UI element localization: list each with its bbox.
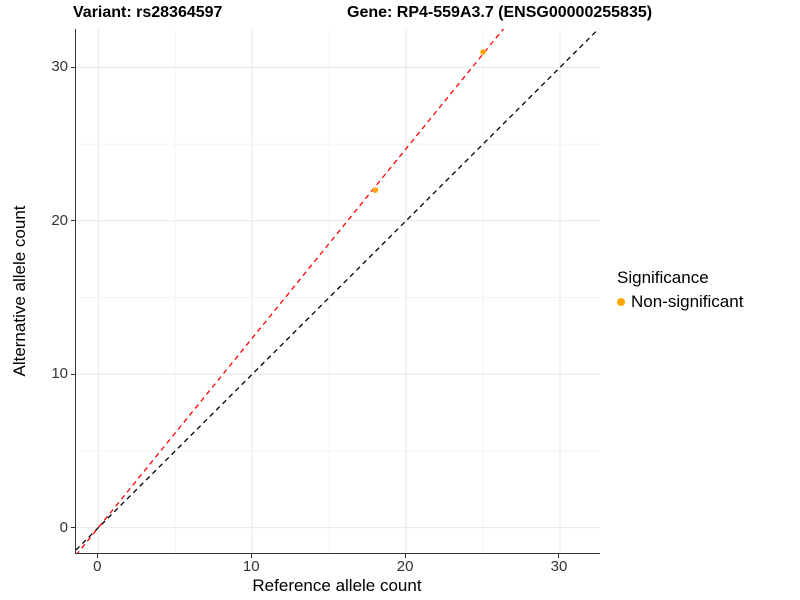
x-tick-mark <box>558 554 560 558</box>
x-tick-label: 30 <box>550 558 568 575</box>
x-tick-label: 0 <box>93 558 102 575</box>
y-tick-label: 30 <box>51 58 68 76</box>
data-point <box>480 49 486 55</box>
x-tick-label: 10 <box>242 558 260 575</box>
gene-title: Gene: RP4-559A3.7 (ENSG00000255835) <box>347 4 653 21</box>
y-tick-mark <box>71 220 75 222</box>
identity-line <box>76 29 600 551</box>
x-tick-mark <box>404 554 406 558</box>
variant-title: Variant: rs28364597 <box>73 4 223 21</box>
y-tick-label: 0 <box>59 518 68 536</box>
x-axis-title: Reference allele count <box>252 576 422 595</box>
legend-item-label: Non-significant <box>631 292 744 311</box>
plot-panel <box>75 29 600 554</box>
legend-title: Significance <box>617 268 709 287</box>
y-tick-label: 20 <box>51 211 68 229</box>
expected-ratio-line <box>76 29 505 553</box>
legend: Significance Non-significant <box>617 268 743 312</box>
chart-canvas <box>76 29 600 553</box>
y-axis-title: Alternative allele count <box>10 205 29 377</box>
legend-point-icon <box>617 298 625 306</box>
y-tick-mark <box>71 527 75 529</box>
x-tick-mark <box>96 554 98 558</box>
y-tick-mark <box>71 66 75 68</box>
data-point <box>372 187 379 193</box>
x-tick-label: 20 <box>396 558 414 575</box>
x-tick-mark <box>250 554 252 558</box>
y-tick-mark <box>71 373 75 375</box>
legend-item: Non-significant <box>617 292 743 312</box>
y-tick-label: 10 <box>51 365 68 383</box>
